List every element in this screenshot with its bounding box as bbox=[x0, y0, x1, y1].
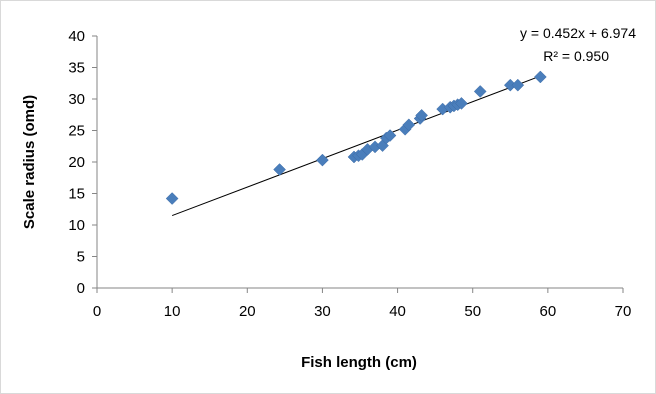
data-point bbox=[402, 118, 416, 132]
x-tick-label: 0 bbox=[93, 303, 101, 320]
x-axis-title: Fish length (cm) bbox=[301, 354, 417, 371]
x-tick-label: 70 bbox=[615, 303, 632, 320]
data-point bbox=[533, 70, 547, 84]
trendline-equation: y = 0.452x + 6.974 bbox=[520, 25, 636, 41]
x-ticks: 0 10 20 30 40 50 60 70 bbox=[93, 288, 632, 320]
y-tick-label: 15 bbox=[68, 186, 85, 203]
y-tick-label: 40 bbox=[68, 28, 85, 45]
data-point bbox=[165, 192, 179, 205]
data-point bbox=[455, 97, 468, 110]
x-tick-label: 30 bbox=[314, 303, 331, 320]
data-point bbox=[415, 109, 428, 122]
data-point bbox=[383, 129, 397, 142]
y-ticks: 0 5 10 15 20 25 30 35 40 bbox=[68, 28, 97, 297]
trendline bbox=[171, 75, 541, 217]
y-axis-title: Scale radius (omd) bbox=[21, 95, 38, 229]
x-tick-label: 10 bbox=[164, 303, 181, 320]
data-point bbox=[511, 78, 525, 92]
x-tick-label: 40 bbox=[389, 303, 406, 320]
y-tick-label: 30 bbox=[68, 91, 85, 108]
y-tick-label: 35 bbox=[68, 60, 85, 77]
y-tick-label: 25 bbox=[68, 123, 85, 140]
y-tick-label: 10 bbox=[68, 217, 85, 234]
x-tick-label: 50 bbox=[464, 303, 481, 320]
trendline-r-squared: R² = 0.950 bbox=[543, 48, 609, 64]
axes bbox=[96, 36, 623, 289]
data-point bbox=[273, 163, 286, 176]
x-tick-label: 20 bbox=[239, 303, 256, 320]
y-tick-label: 20 bbox=[68, 154, 85, 171]
data-point bbox=[316, 153, 329, 167]
data-point bbox=[473, 85, 487, 98]
x-tick-label: 60 bbox=[540, 303, 557, 320]
data-points bbox=[165, 70, 547, 205]
y-tick-label: 5 bbox=[77, 249, 85, 266]
trendline-group bbox=[171, 75, 541, 217]
y-tick-label: 0 bbox=[77, 280, 85, 297]
